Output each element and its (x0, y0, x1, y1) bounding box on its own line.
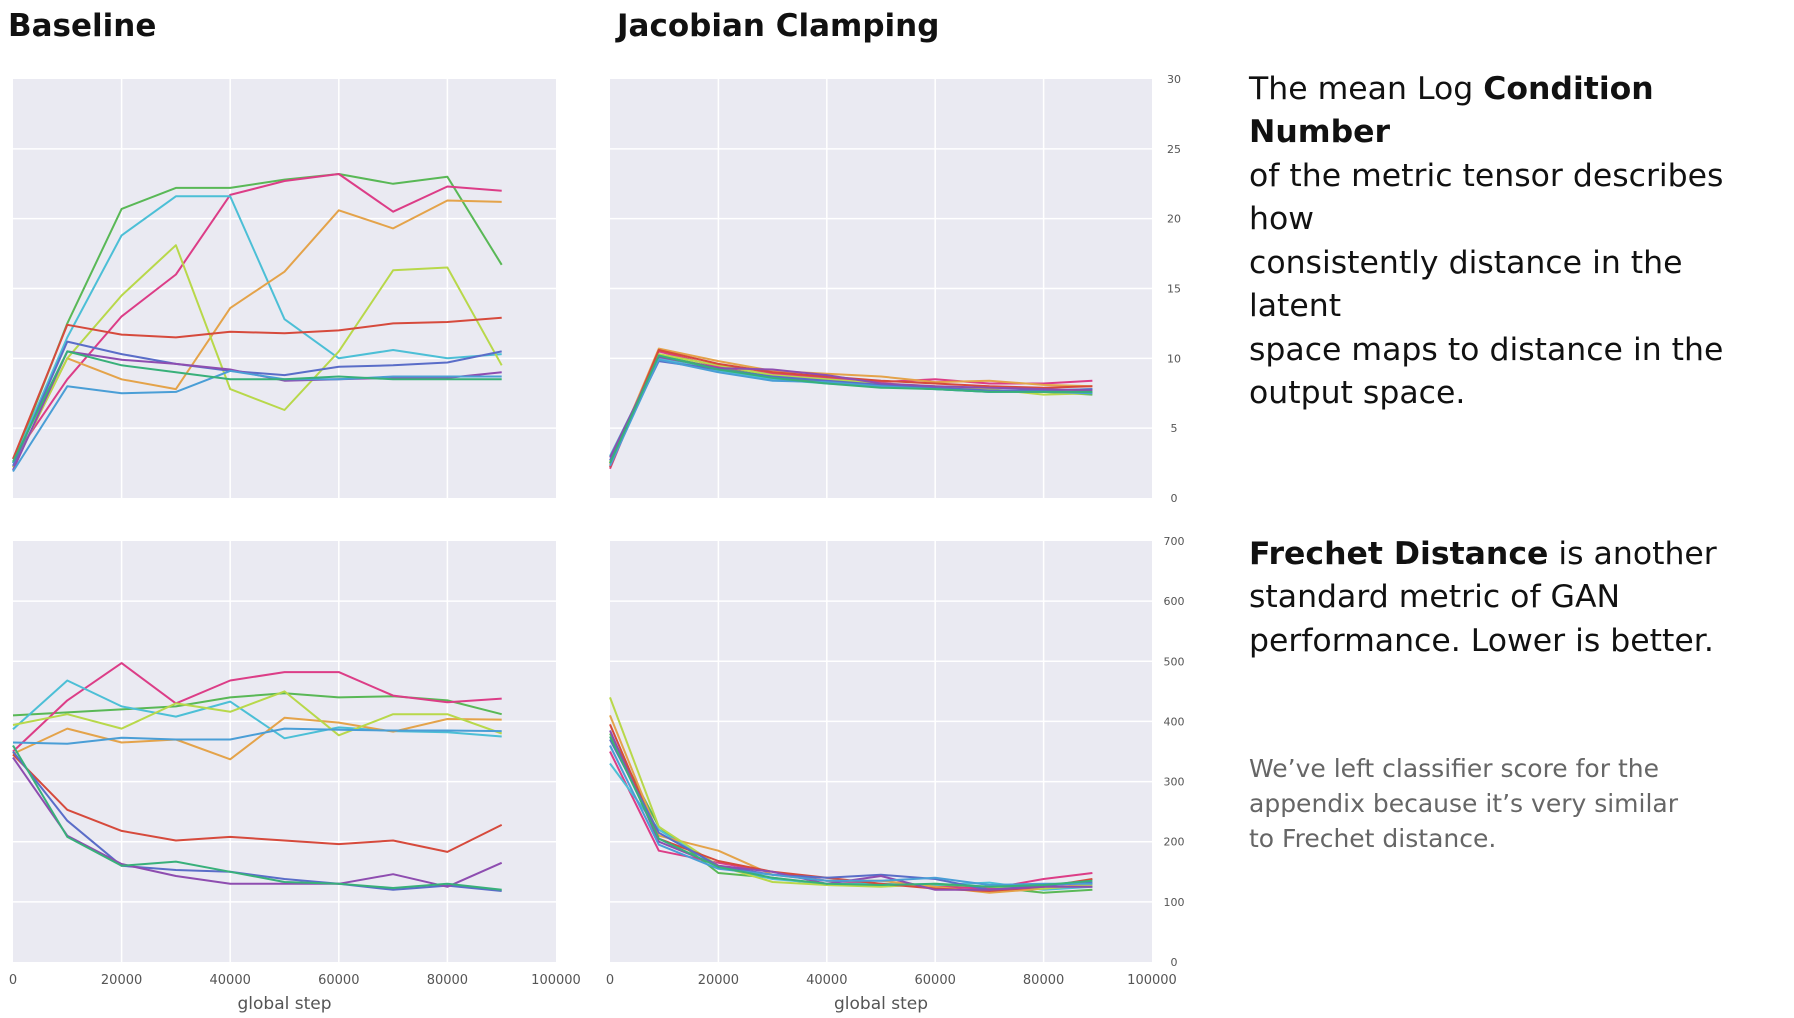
frechet-distance-description: Frechet Distance is another standard met… (1249, 533, 1729, 663)
desc-top-line: consistently distance in the latent (1249, 244, 1683, 325)
x-tick-label: 20000 (101, 973, 142, 988)
series-line (12, 756, 503, 888)
y-tick-label: 0 (1171, 492, 1178, 505)
series-line (12, 662, 502, 753)
x-axis-label: global step (834, 994, 928, 1014)
x-tick-label: 0 (606, 973, 614, 988)
series-line (12, 744, 502, 891)
desc-bottom-line: performance. Lower is better. (1249, 622, 1714, 659)
series-line (12, 690, 503, 737)
series-line (12, 369, 502, 473)
desc-top-prefix: The mean Log (1249, 71, 1484, 107)
desc-bottom-bold: Frechet Distance (1249, 536, 1549, 572)
x-tick-label: 0 (9, 973, 17, 988)
series-line (12, 173, 503, 464)
x-tick-label: 60000 (318, 973, 359, 988)
y-tick-label: 5 (1171, 422, 1178, 435)
y-tick-label: 20 (1167, 213, 1181, 226)
y-tick-label: 25 (1167, 143, 1181, 156)
y-tick-label: 0 (1171, 956, 1178, 969)
series-line (12, 350, 502, 463)
desc-bottom-suffix: is another (1548, 536, 1717, 572)
y-tick-label: 15 (1167, 283, 1181, 296)
desc-top-line: space maps to distance in the (1249, 331, 1724, 368)
series-line (12, 750, 502, 892)
jacobian-clamping-title: Jacobian Clamping (617, 8, 940, 44)
y-tick-label: 700 (1164, 535, 1185, 548)
series-line (12, 727, 502, 745)
x-tick-label: 100000 (531, 973, 581, 988)
x-tick-label: 40000 (210, 973, 251, 988)
series-line (12, 679, 502, 740)
x-tick-label: 80000 (1023, 973, 1064, 988)
x-tick-label: 40000 (806, 973, 847, 988)
x-tick-label: 100000 (1127, 973, 1177, 988)
series-line (609, 745, 1093, 886)
series-line (609, 354, 1093, 464)
series-line (12, 716, 502, 761)
series-line (12, 340, 502, 467)
series-line (609, 347, 1093, 465)
y-tick-label: 400 (1164, 715, 1185, 728)
plot-area (13, 541, 556, 962)
series-line (12, 195, 502, 464)
x-tick-label: 80000 (427, 973, 468, 988)
y-tick-label: 500 (1164, 655, 1185, 668)
series-line (12, 316, 502, 460)
series-line (12, 199, 502, 468)
series-line (12, 244, 503, 468)
note-line: to Frechet distance. (1249, 824, 1497, 853)
y-tick-label: 30 (1167, 73, 1181, 86)
x-tick-label: 20000 (698, 973, 739, 988)
baseline-title: Baseline (8, 8, 157, 44)
y-tick-label: 300 (1164, 776, 1185, 789)
note-line: appendix because it’s very similar (1249, 789, 1679, 818)
x-tick-label: 60000 (915, 973, 956, 988)
desc-top-line: output space. (1249, 375, 1466, 412)
series-line (12, 753, 503, 853)
note-line: We’ve left classifier score for the (1249, 754, 1659, 783)
plot-area (610, 541, 1152, 962)
y-tick-label: 100 (1164, 896, 1185, 909)
classifier-score-note: We’ve left classifier score for the appe… (1249, 751, 1719, 856)
y-tick-label: 600 (1164, 595, 1185, 608)
x-axis-label: global step (237, 994, 331, 1014)
y-tick-label: 200 (1164, 836, 1185, 849)
desc-top-line: of the metric tensor describes how (1249, 157, 1724, 238)
y-tick-label: 10 (1167, 352, 1181, 365)
series-line (609, 736, 1093, 888)
desc-top-bold: Condition Number (1249, 71, 1654, 151)
desc-bottom-line: standard metric of GAN (1249, 579, 1621, 616)
condition-number-description: The mean Log Condition Number of the met… (1249, 68, 1779, 416)
